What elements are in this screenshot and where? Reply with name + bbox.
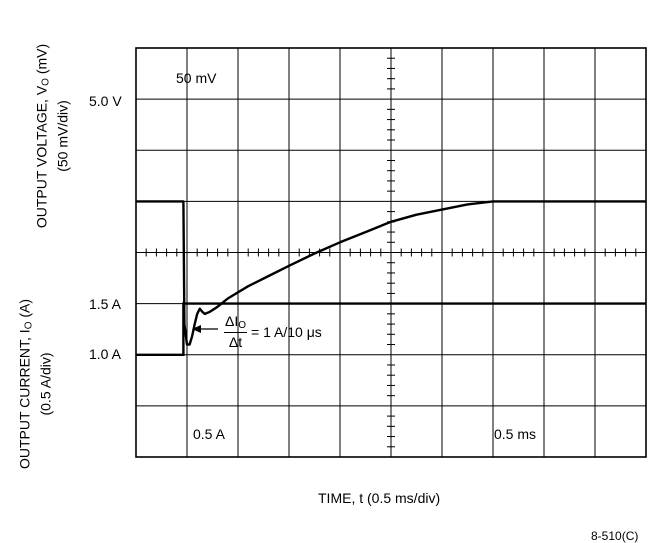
figure-reference: 8-510(C) [591,529,639,543]
center-ticks [145,57,637,448]
current-level-label-high: 1.5 A [89,296,121,312]
ylabel-top: OUTPUT VOLTAGE, VO (mV) (50 mV/div) [33,43,71,229]
voltage-level-label: 5.0 V [89,93,122,109]
slew-value: = 1 A/10 μs [251,323,322,340]
arrow-head [192,325,201,333]
x-axis-label: TIME, t (0.5 ms/div) [318,490,441,506]
slew-rate-annotation: ΔIO Δt = 1 A/10 μs [224,314,322,349]
grid [135,47,647,458]
top-scale-label: 50 mV [176,70,217,86]
ylabel-bottom: OUTPUT CURRENT, IO (A) (0.5 A/div) [16,298,54,470]
bottom-scale-label: 0.5 A [193,426,225,442]
voltage-trace [136,200,646,346]
slew-numerator: ΔIO [224,313,248,333]
slew-denominator: Δt [228,334,243,350]
current-trace [136,302,646,356]
time-scale-label: 0.5 ms [494,426,537,442]
slew-arrow [192,325,218,333]
current-level-label-low: 1.0 A [89,346,121,362]
